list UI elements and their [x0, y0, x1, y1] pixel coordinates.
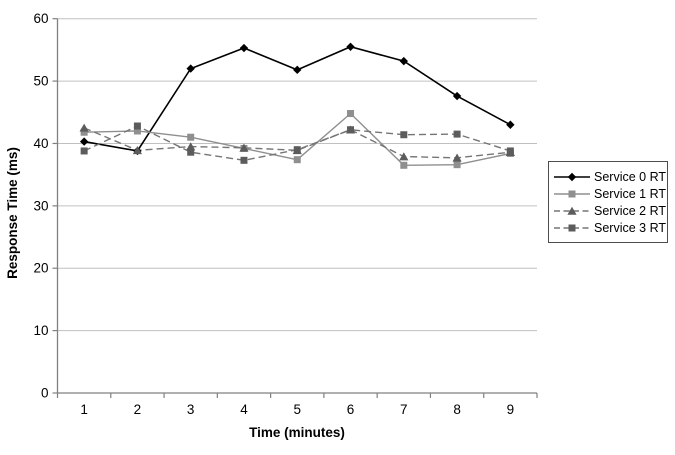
x-tick-label: 6: [347, 402, 355, 417]
triangle-marker: [399, 152, 409, 161]
square-icon: [568, 190, 576, 197]
legend-label: Service 1 RT: [594, 186, 667, 201]
x-tick-label: 1: [80, 402, 88, 417]
x-tick-label: 4: [240, 402, 248, 417]
x-tick-label: 9: [507, 402, 515, 417]
legend-key-1: [554, 190, 590, 197]
triangle-marker: [132, 146, 143, 155]
square-marker: [453, 130, 461, 138]
y-axis-title: Response Time (ms): [5, 147, 20, 279]
x-tick-label: 3: [187, 402, 195, 417]
series-line-0: [84, 45, 511, 152]
y-tick-label: 30: [33, 198, 48, 213]
y-tick-label: 0: [41, 386, 49, 401]
legend: Service 0 RT Service 1 RT Service 2 RT Serv…: [548, 161, 668, 243]
x-tick-label: 8: [453, 402, 461, 417]
legend-item: Service 1 RT: [553, 185, 667, 202]
legend-label: Service 0 RT: [594, 169, 667, 184]
square-marker: [133, 127, 141, 135]
series-markers-3: [80, 122, 514, 164]
y-tick-label: 10: [33, 323, 48, 338]
triangle-marker: [79, 123, 89, 132]
legend-key-3: [554, 224, 590, 231]
legend-label: Service 3 RT: [594, 220, 667, 235]
y-tick-label: 40: [33, 136, 48, 151]
square-marker: [80, 147, 88, 155]
triangle-icon: [567, 206, 577, 215]
triangle-marker: [239, 143, 249, 152]
diamond-marker: [399, 56, 409, 66]
square-marker: [293, 156, 301, 164]
square-marker: [80, 128, 88, 136]
square-marker: [453, 161, 461, 169]
square-icon: [568, 224, 576, 231]
square-marker: [400, 131, 408, 139]
legend-key-0: [554, 172, 590, 181]
square-marker: [293, 146, 301, 154]
diamond-marker: [239, 43, 249, 53]
diamond-marker: [506, 120, 515, 129]
diamond-marker: [346, 42, 355, 51]
legend-item: Service 2 RT: [553, 202, 667, 219]
square-marker: [187, 148, 195, 156]
x-tick-label: 2: [134, 402, 142, 417]
y-tick-label: 20: [33, 261, 48, 276]
legend-key-2: [554, 206, 590, 215]
y-tick-label: 50: [33, 74, 48, 89]
diamond-marker: [452, 91, 462, 101]
square-marker: [133, 122, 141, 130]
legend-label: Service 2 RT: [594, 203, 667, 218]
diamond-marker: [79, 137, 89, 146]
square-marker: [347, 126, 355, 134]
x-axis-title: Time (minutes): [249, 425, 345, 440]
diamond-marker: [186, 64, 195, 73]
square-marker: [240, 156, 248, 164]
triangle-marker: [186, 142, 196, 151]
square-marker: [187, 133, 195, 141]
square-marker: [347, 110, 355, 118]
x-tick-label: 5: [293, 402, 301, 417]
diamond-marker: [293, 65, 302, 75]
x-tick-label: 7: [400, 402, 408, 417]
y-tick-label: 60: [33, 11, 48, 26]
diamond-icon: [567, 172, 577, 181]
series-markers-0: [79, 42, 515, 156]
triangle-marker: [452, 153, 462, 162]
legend-item: Service 0 RT: [553, 168, 667, 185]
square-marker: [400, 161, 408, 169]
square-marker: [506, 147, 514, 155]
plot-layer: 0 10 20 30 40 50 60 1 2 3 4 5 6 7 8 9: [33, 11, 538, 417]
legend-item: Service 3 RT: [553, 219, 667, 236]
